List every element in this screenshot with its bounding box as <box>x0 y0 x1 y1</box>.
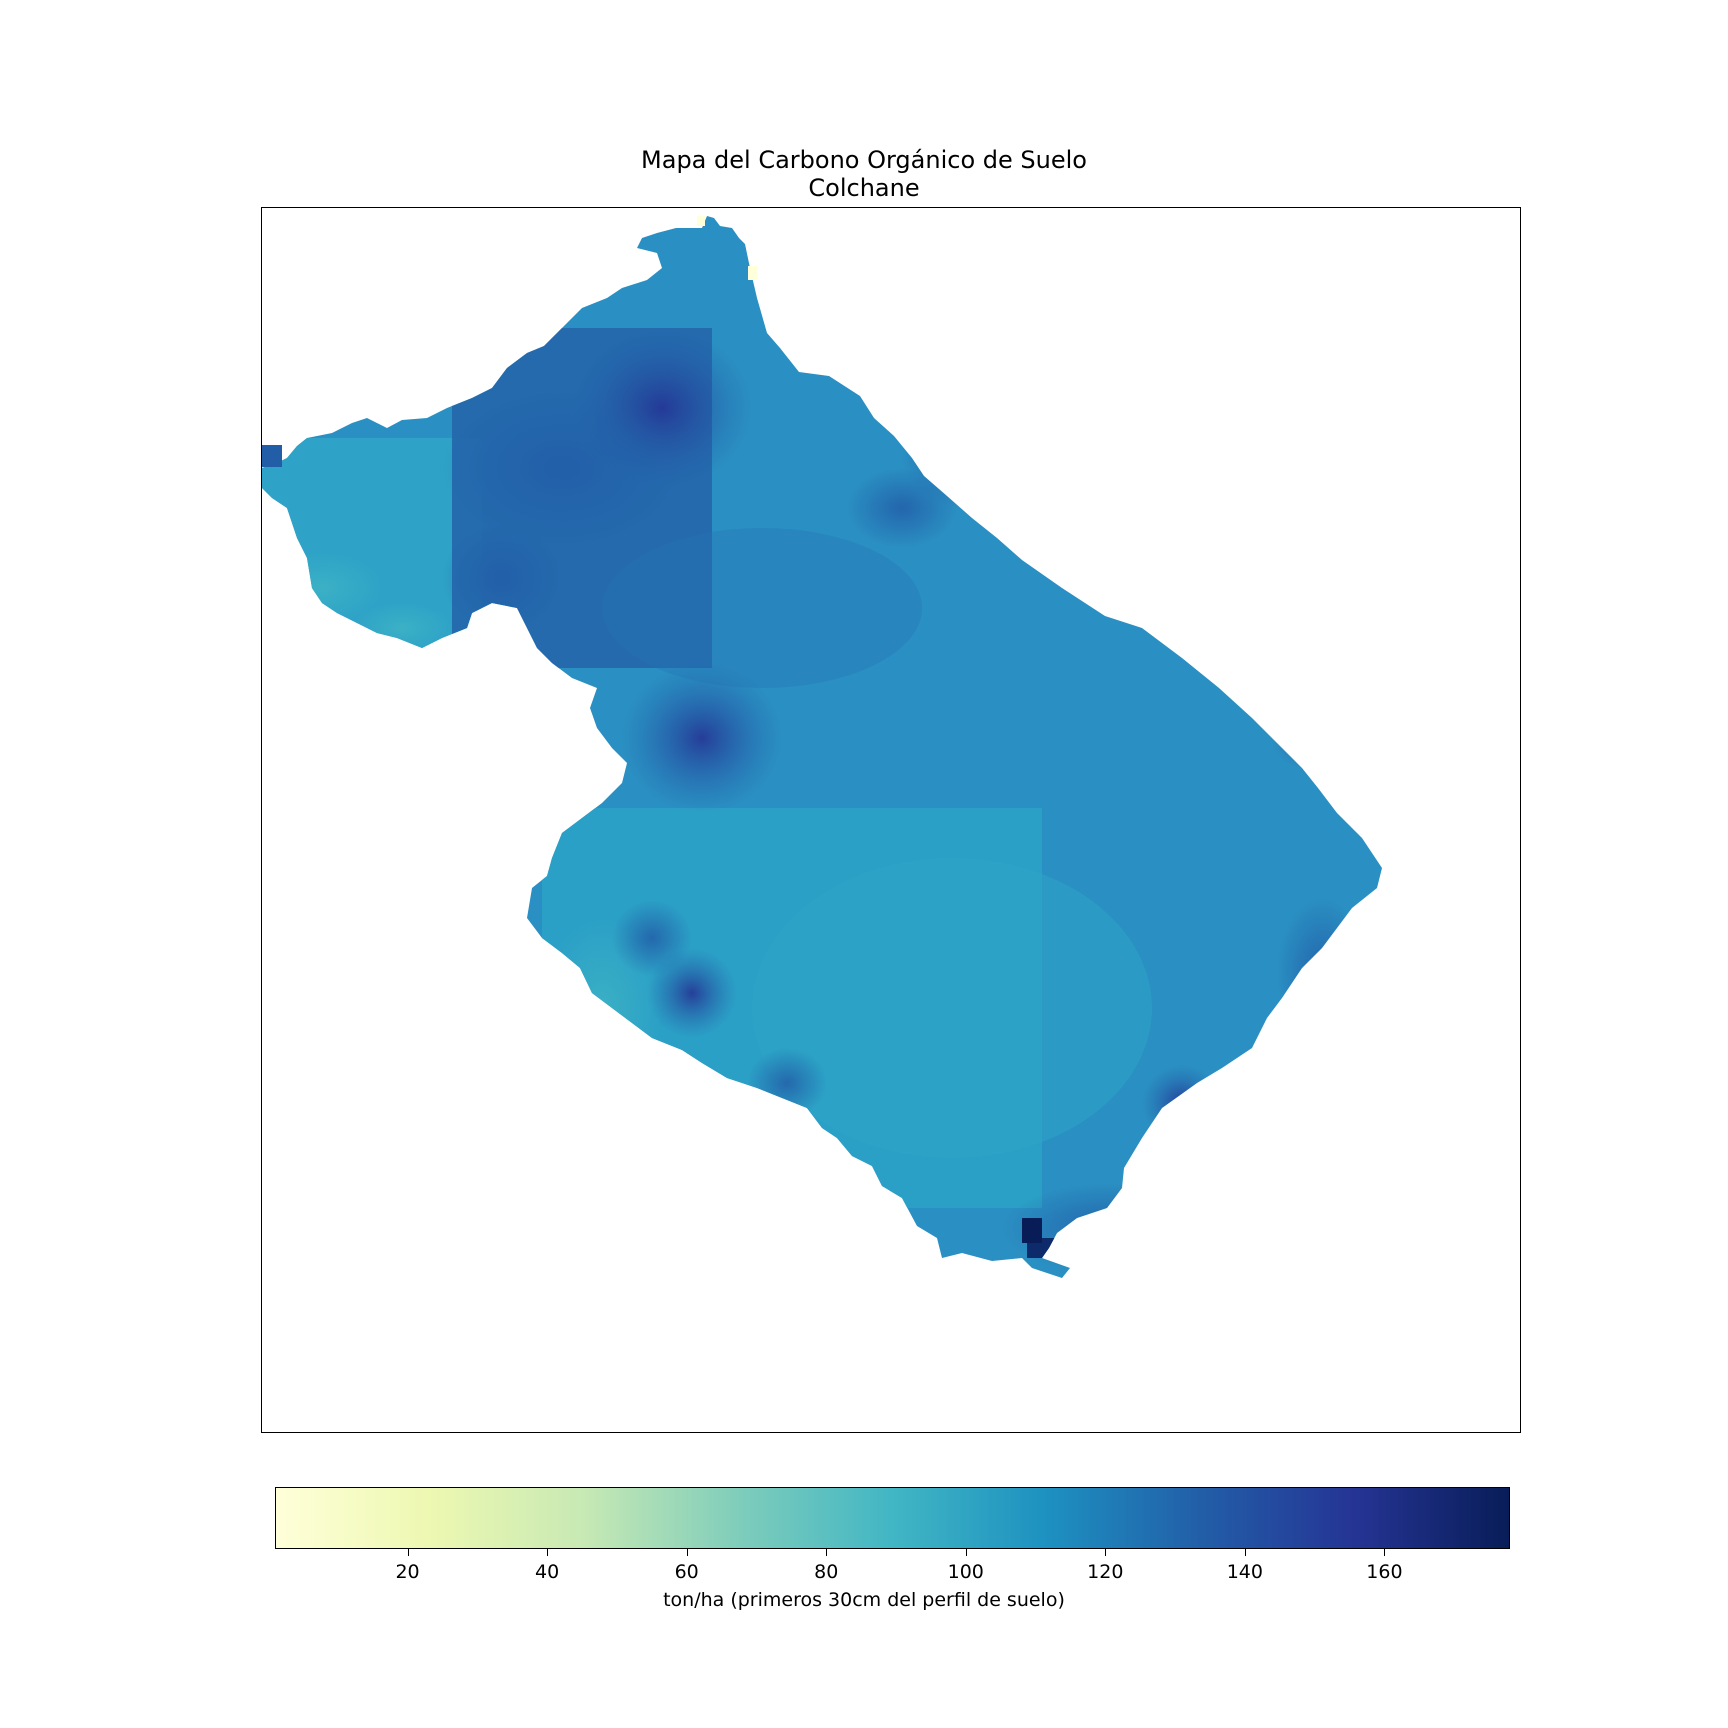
colorbar-tick-label: 100 <box>947 1561 984 1583</box>
colorbar-tick-label: 40 <box>535 1561 560 1583</box>
colorbar-tick-label: 140 <box>1226 1561 1263 1583</box>
colorbar-tick <box>1384 1549 1386 1556</box>
colorbar-tick <box>1244 1549 1246 1556</box>
colorbar-tick-label: 160 <box>1366 1561 1403 1583</box>
colorbar-tick-label: 80 <box>814 1561 839 1583</box>
colorbar-label: ton/ha (primeros 30cm del perfil de suel… <box>663 1589 1065 1611</box>
colorbar <box>275 1487 1510 1549</box>
colorbar-tick-label: 60 <box>674 1561 699 1583</box>
map-panel <box>261 207 1521 1433</box>
colorbar-tick <box>547 1549 549 1556</box>
colorbar-tick <box>686 1549 688 1556</box>
map-title: Mapa del Carbono Orgánico de Suelo <box>641 146 1087 174</box>
colorbar-tick <box>1105 1549 1107 1556</box>
colorbar-tick-label: 120 <box>1087 1561 1124 1583</box>
colorbar-tick <box>407 1549 409 1556</box>
map-subtitle: Colchane <box>808 174 920 202</box>
soil-carbon-raster <box>262 216 1382 1278</box>
colorbar-tick-label: 20 <box>395 1561 420 1583</box>
colorbar-ticks: 20 40 60 80 100 120 140 160 <box>275 1549 1510 1589</box>
colorbar-tick <box>965 1549 967 1556</box>
colorbar-tick <box>826 1549 828 1556</box>
